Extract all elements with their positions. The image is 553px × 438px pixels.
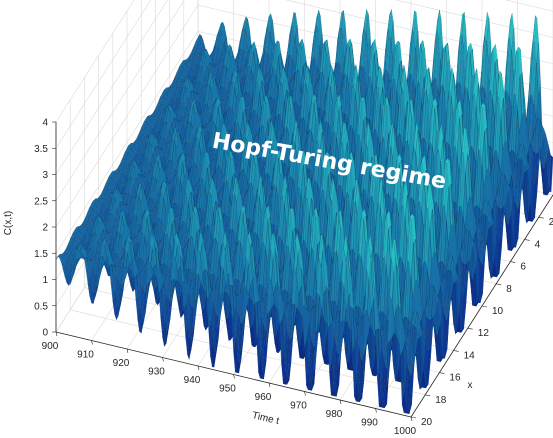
grid-line (70, 309, 426, 396)
grid-line (55, 0, 168, 175)
grid-line (55, 0, 185, 201)
grid-line (55, 31, 199, 254)
grid-line (55, 4, 199, 228)
grid-line (55, 0, 152, 149)
grid-line (55, 0, 135, 123)
grid-line (395, 0, 553, 38)
surface-mesh (55, 9, 553, 415)
